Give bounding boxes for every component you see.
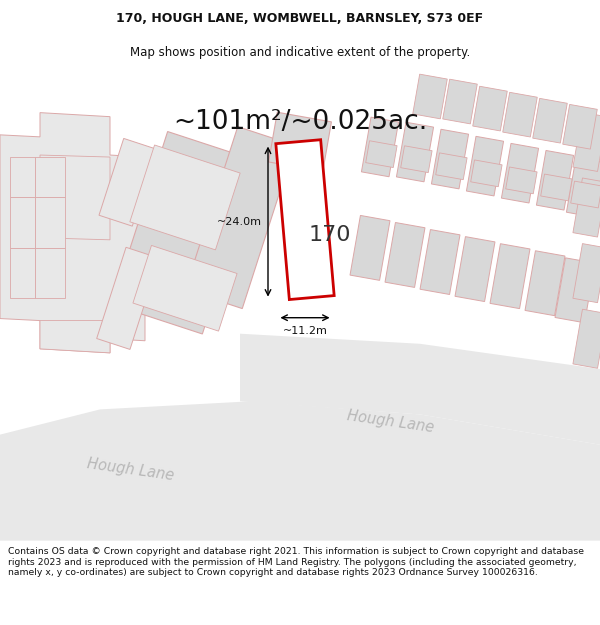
- Polygon shape: [525, 251, 565, 316]
- Polygon shape: [99, 138, 157, 226]
- Polygon shape: [413, 74, 447, 119]
- Text: ~24.0m: ~24.0m: [217, 217, 262, 227]
- Polygon shape: [0, 71, 600, 541]
- Polygon shape: [40, 155, 110, 240]
- Text: Contains OS data © Crown copyright and database right 2021. This information is : Contains OS data © Crown copyright and d…: [8, 548, 584, 577]
- Polygon shape: [573, 309, 600, 368]
- Polygon shape: [502, 143, 539, 203]
- Text: 170: 170: [309, 225, 351, 245]
- Polygon shape: [97, 248, 160, 349]
- Polygon shape: [536, 151, 574, 210]
- Polygon shape: [35, 198, 65, 248]
- Polygon shape: [365, 141, 397, 168]
- Polygon shape: [269, 112, 331, 172]
- Polygon shape: [490, 244, 530, 309]
- Polygon shape: [436, 153, 467, 179]
- Polygon shape: [35, 157, 65, 198]
- Text: Hough Lane: Hough Lane: [346, 408, 434, 435]
- Polygon shape: [566, 158, 600, 217]
- Polygon shape: [455, 237, 495, 301]
- Polygon shape: [112, 131, 258, 334]
- Polygon shape: [571, 181, 600, 208]
- Polygon shape: [397, 122, 434, 182]
- Polygon shape: [473, 86, 507, 131]
- Text: 170, HOUGH LANE, WOMBWELL, BARNSLEY, S73 0EF: 170, HOUGH LANE, WOMBWELL, BARNSLEY, S73…: [116, 12, 484, 25]
- Polygon shape: [420, 229, 460, 294]
- Polygon shape: [276, 140, 334, 299]
- Polygon shape: [573, 244, 600, 302]
- Polygon shape: [240, 334, 600, 445]
- Polygon shape: [133, 246, 237, 331]
- Polygon shape: [401, 146, 432, 172]
- Polygon shape: [555, 258, 595, 322]
- Polygon shape: [0, 401, 600, 541]
- Polygon shape: [533, 98, 567, 143]
- Polygon shape: [185, 127, 295, 309]
- Polygon shape: [431, 129, 469, 189]
- Polygon shape: [35, 248, 65, 298]
- Polygon shape: [506, 167, 537, 194]
- Polygon shape: [443, 79, 477, 124]
- Polygon shape: [541, 174, 572, 201]
- Text: ~11.2m: ~11.2m: [283, 326, 328, 336]
- Polygon shape: [40, 321, 110, 353]
- Text: Map shows position and indicative extent of the property.: Map shows position and indicative extent…: [130, 46, 470, 59]
- Polygon shape: [10, 248, 35, 298]
- Polygon shape: [563, 104, 597, 149]
- Polygon shape: [573, 112, 600, 171]
- Polygon shape: [470, 160, 502, 187]
- Polygon shape: [130, 145, 240, 250]
- Polygon shape: [361, 117, 398, 177]
- Polygon shape: [385, 222, 425, 288]
- Polygon shape: [350, 216, 390, 281]
- Polygon shape: [10, 157, 35, 198]
- Polygon shape: [0, 112, 145, 353]
- Text: Hough Lane: Hough Lane: [86, 456, 175, 484]
- Polygon shape: [503, 92, 537, 137]
- Polygon shape: [10, 198, 35, 248]
- Polygon shape: [466, 136, 503, 196]
- Text: ~101m²/~0.025ac.: ~101m²/~0.025ac.: [173, 109, 427, 135]
- Polygon shape: [573, 178, 600, 237]
